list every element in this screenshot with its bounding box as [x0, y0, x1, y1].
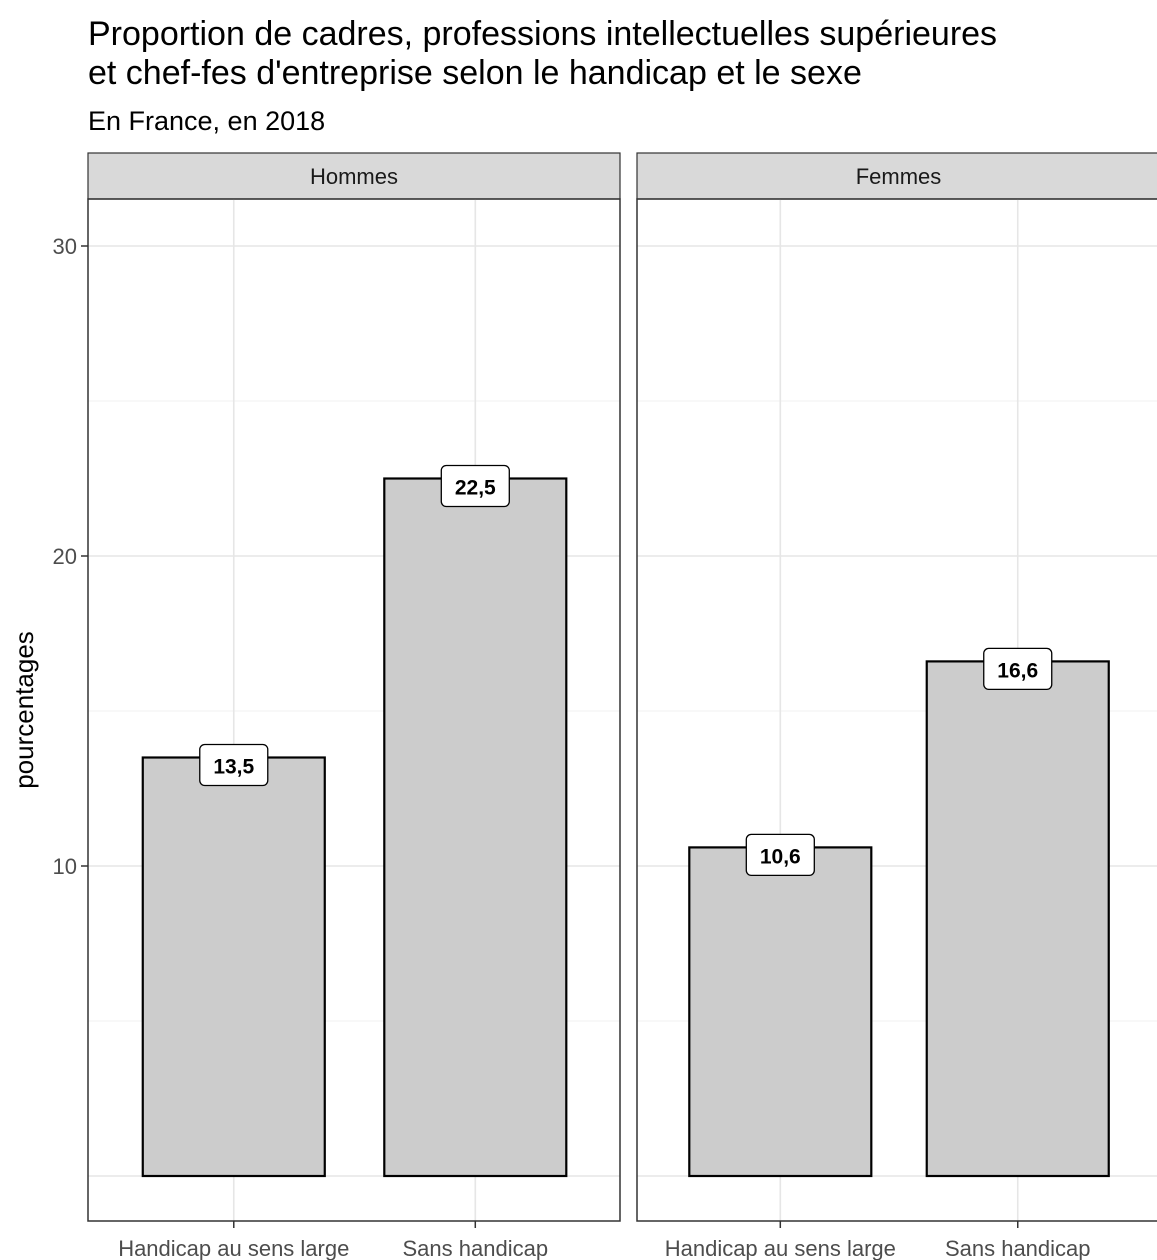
y-tick-label: 30: [53, 234, 77, 259]
data-label: 16,6: [997, 659, 1038, 682]
data-label: 13,5: [213, 756, 254, 779]
bar: [383, 477, 568, 1178]
data-label: 10,6: [760, 845, 801, 868]
bar: [688, 846, 873, 1178]
facet-strip-label: Hommes: [310, 164, 398, 189]
panel-femmes: Femmes 10,6 16,6 Handicap au sens large Sans…: [636, 152, 1157, 1260]
bar: [141, 756, 326, 1178]
x-tick-label: Sans handicap: [403, 1236, 549, 1260]
facet-strip: [87, 152, 621, 200]
panel-border: [636, 198, 1157, 1222]
facet-strip: [636, 152, 1157, 200]
data-label-box: [199, 743, 269, 787]
data-label: 22,5: [455, 477, 496, 500]
y-tick-label: 20: [53, 544, 77, 569]
x-tick-label: Handicap au sens large: [665, 1236, 896, 1260]
data-label-box: [440, 464, 510, 508]
x-tick-label: Sans handicap: [945, 1236, 1091, 1260]
data-label-box: [745, 833, 815, 877]
y-axis-label: pourcentages: [9, 631, 39, 789]
data-label-box: [983, 647, 1053, 691]
panels: Hommes 13,5 22,5 Handicap au sens large Sans…: [53, 152, 1157, 1260]
bar: [925, 660, 1110, 1178]
x-tick-label: Handicap au sens large: [118, 1236, 349, 1260]
facet-strip-label: Femmes: [856, 164, 942, 189]
chart-title-line-1: Proportion de cadres, professions intell…: [88, 15, 997, 53]
y-tick-label: 10: [53, 854, 77, 879]
chart-title-line-2: et chef-fes d'entreprise selon le handic…: [88, 54, 862, 92]
panel-border: [87, 198, 621, 1222]
panel-hommes: Hommes 13,5 22,5 Handicap au sens large Sans…: [87, 152, 621, 1260]
chart-subtitle: En France, en 2018: [88, 106, 325, 136]
